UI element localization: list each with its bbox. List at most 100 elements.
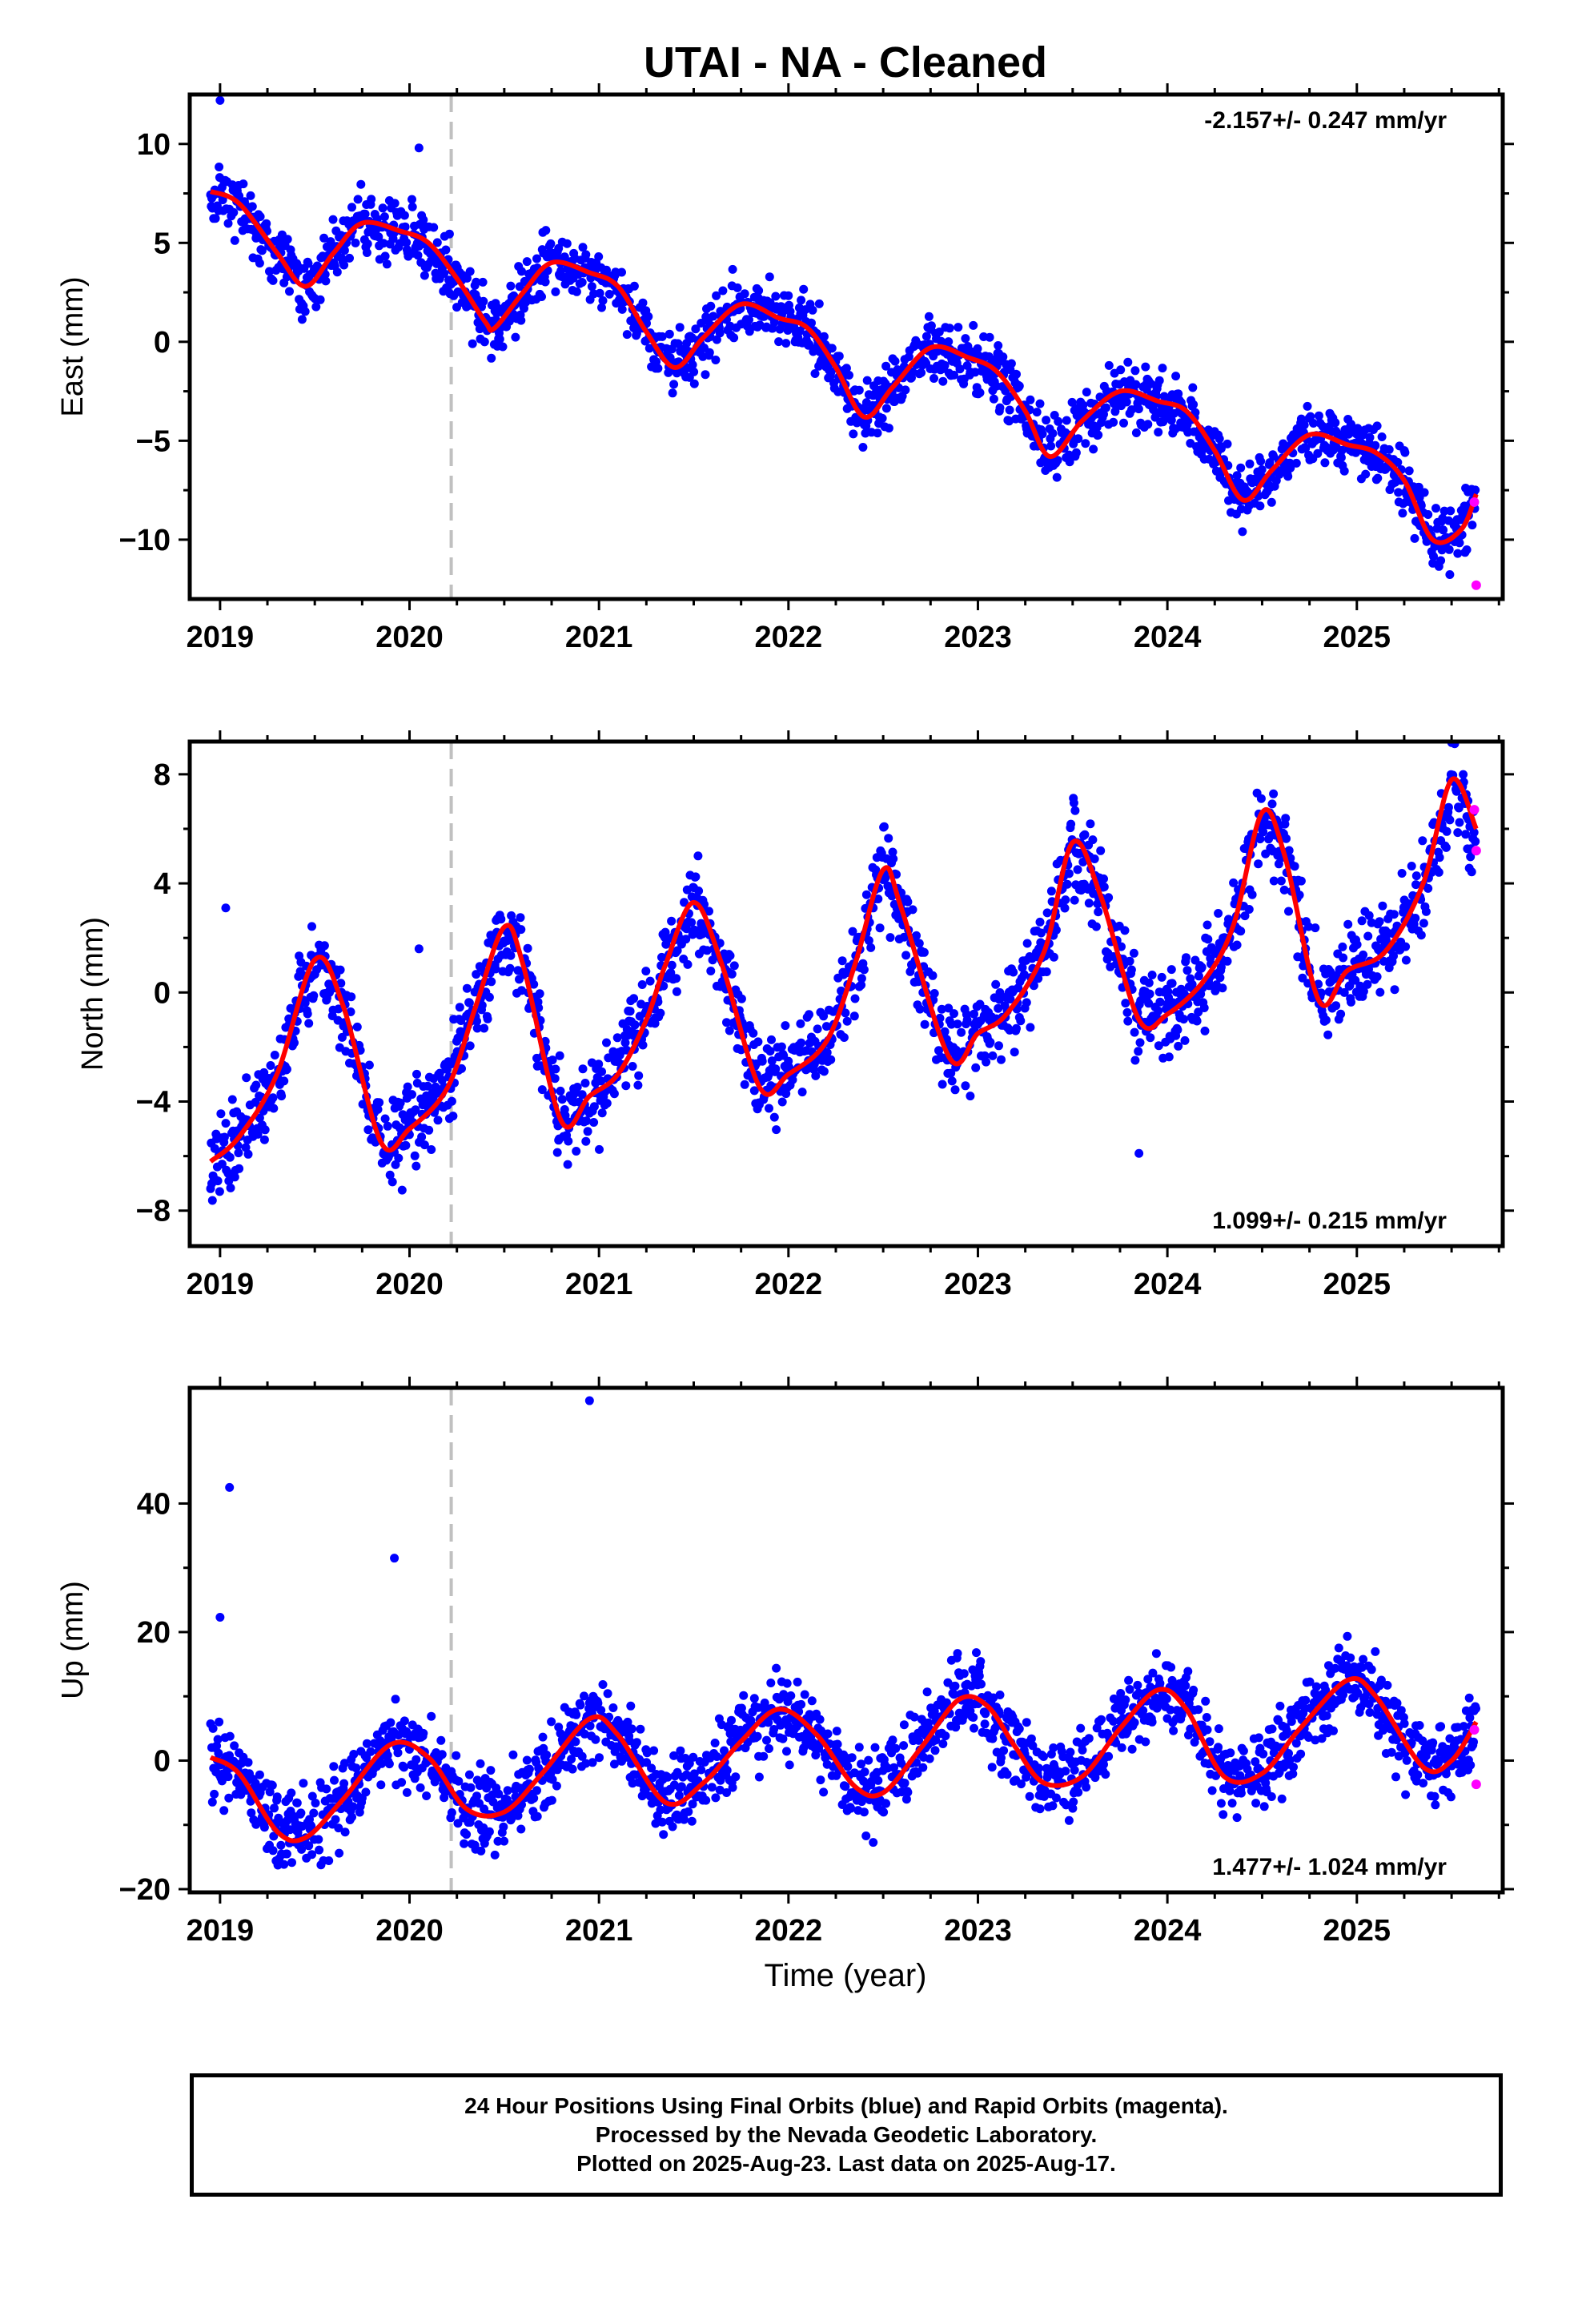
final-orbit-point: [669, 1751, 679, 1760]
final-orbit-point: [412, 1161, 421, 1171]
final-orbit-point: [656, 1008, 665, 1018]
final-orbit-point: [1022, 939, 1032, 948]
final-orbit-point: [1147, 971, 1157, 979]
final-orbit-point: [595, 1144, 604, 1154]
final-orbit-point: [1372, 421, 1382, 431]
final-orbit-point: [1471, 837, 1480, 846]
final-orbit-point: [225, 1152, 235, 1162]
final-orbit-point: [903, 1787, 913, 1797]
final-orbit-point: [1009, 967, 1018, 977]
final-orbit-point: [938, 1739, 948, 1748]
final-orbit-point: [706, 967, 716, 975]
final-orbit-point: [793, 1677, 802, 1687]
final-orbit-point: [462, 983, 472, 993]
final-orbit-point: [807, 318, 816, 328]
final-orbit-point: [557, 1095, 567, 1104]
final-orbit-point: [753, 1037, 763, 1047]
final-orbit-point: [638, 1040, 648, 1050]
plot-area: [206, 1388, 1481, 1892]
final-orbit-point: [330, 1775, 339, 1785]
final-orbit-point: [223, 219, 233, 228]
final-orbit-point: [589, 1102, 599, 1112]
final-orbit-point: [336, 979, 346, 988]
final-orbit-point: [881, 873, 890, 883]
final-orbit-point: [873, 1775, 883, 1785]
final-orbit-point: [706, 301, 716, 311]
final-orbit-point: [1216, 963, 1226, 972]
final-orbit-point: [633, 1080, 643, 1090]
final-orbit-point: [259, 1135, 269, 1144]
final-orbit-point: [583, 1127, 592, 1136]
final-orbit-point: [529, 979, 539, 989]
final-orbit-point: [384, 1759, 394, 1769]
final-orbit-point: [1101, 1770, 1110, 1779]
final-orbit-point: [597, 1108, 607, 1118]
final-orbit-point: [269, 1831, 279, 1841]
final-orbit-point: [468, 339, 477, 348]
y-axis-label: North (mm): [76, 917, 110, 1071]
final-orbit-point: [1445, 570, 1455, 579]
final-orbit-point: [307, 1821, 316, 1831]
final-orbit-point: [1074, 1787, 1083, 1797]
final-orbit-point: [797, 1038, 806, 1047]
final-orbit-point: [480, 1023, 489, 1033]
final-orbit-point: [550, 1074, 560, 1084]
final-orbit-point: [465, 267, 475, 276]
final-orbit-point: [1238, 527, 1247, 537]
final-orbit-point: [420, 1140, 429, 1150]
final-orbit-point: [617, 304, 627, 314]
final-orbit-outlier: [414, 143, 424, 153]
final-orbit-point: [1436, 556, 1446, 565]
final-orbit-point: [210, 1789, 219, 1799]
final-orbit-point: [340, 1827, 350, 1837]
final-orbit-point: [1389, 910, 1399, 919]
final-orbit-point: [464, 998, 474, 1007]
final-orbit-point: [765, 1744, 773, 1753]
final-orbit-point: [1104, 893, 1114, 903]
final-orbit-point: [701, 1795, 711, 1805]
final-orbit-point: [1012, 369, 1021, 379]
final-orbit-point: [711, 356, 721, 364]
final-orbit-point: [1255, 501, 1265, 511]
final-orbit-point: [1082, 388, 1091, 397]
final-orbit-point: [970, 1723, 978, 1733]
final-orbit-point: [268, 1093, 278, 1103]
final-orbit-point: [1171, 372, 1181, 381]
final-orbit-point: [697, 1765, 706, 1775]
final-orbit-point: [819, 1067, 829, 1076]
final-orbit-point: [1119, 418, 1128, 428]
final-orbit-point: [1181, 1681, 1191, 1691]
final-orbit-point: [1070, 1765, 1079, 1775]
final-orbit-point: [303, 259, 313, 268]
final-orbit-point: [1179, 1015, 1188, 1024]
final-orbit-point: [1267, 497, 1276, 507]
plot-area: [206, 742, 1481, 1246]
final-orbit-point: [718, 286, 728, 296]
final-orbit-point: [491, 964, 500, 974]
final-orbit-point: [1214, 909, 1223, 918]
final-orbit-point: [1466, 852, 1476, 862]
final-orbit-point: [1122, 397, 1131, 407]
final-orbit-point: [447, 1096, 456, 1106]
final-orbit-point: [285, 287, 294, 296]
final-orbit-point: [433, 1116, 443, 1125]
y-tick-label: 10: [137, 128, 171, 162]
final-orbit-point: [386, 1718, 396, 1727]
final-orbit-point: [1038, 429, 1047, 439]
final-orbit-point: [1303, 401, 1312, 411]
final-orbit-point: [352, 1022, 362, 1031]
final-orbit-point: [1201, 1696, 1211, 1706]
final-orbit-point: [850, 994, 860, 1003]
final-orbit-point: [375, 1098, 384, 1108]
final-orbit-point: [819, 1011, 829, 1021]
final-orbit-point: [1133, 1680, 1142, 1690]
y-tick-label: −10: [119, 524, 171, 557]
final-orbit-point: [589, 1118, 599, 1127]
final-orbit-point: [1259, 827, 1268, 837]
x-tick-label: 2022: [755, 1268, 823, 1301]
final-orbit-point: [487, 353, 496, 363]
final-orbit-point: [562, 239, 572, 248]
final-orbit-point: [1166, 1705, 1175, 1715]
